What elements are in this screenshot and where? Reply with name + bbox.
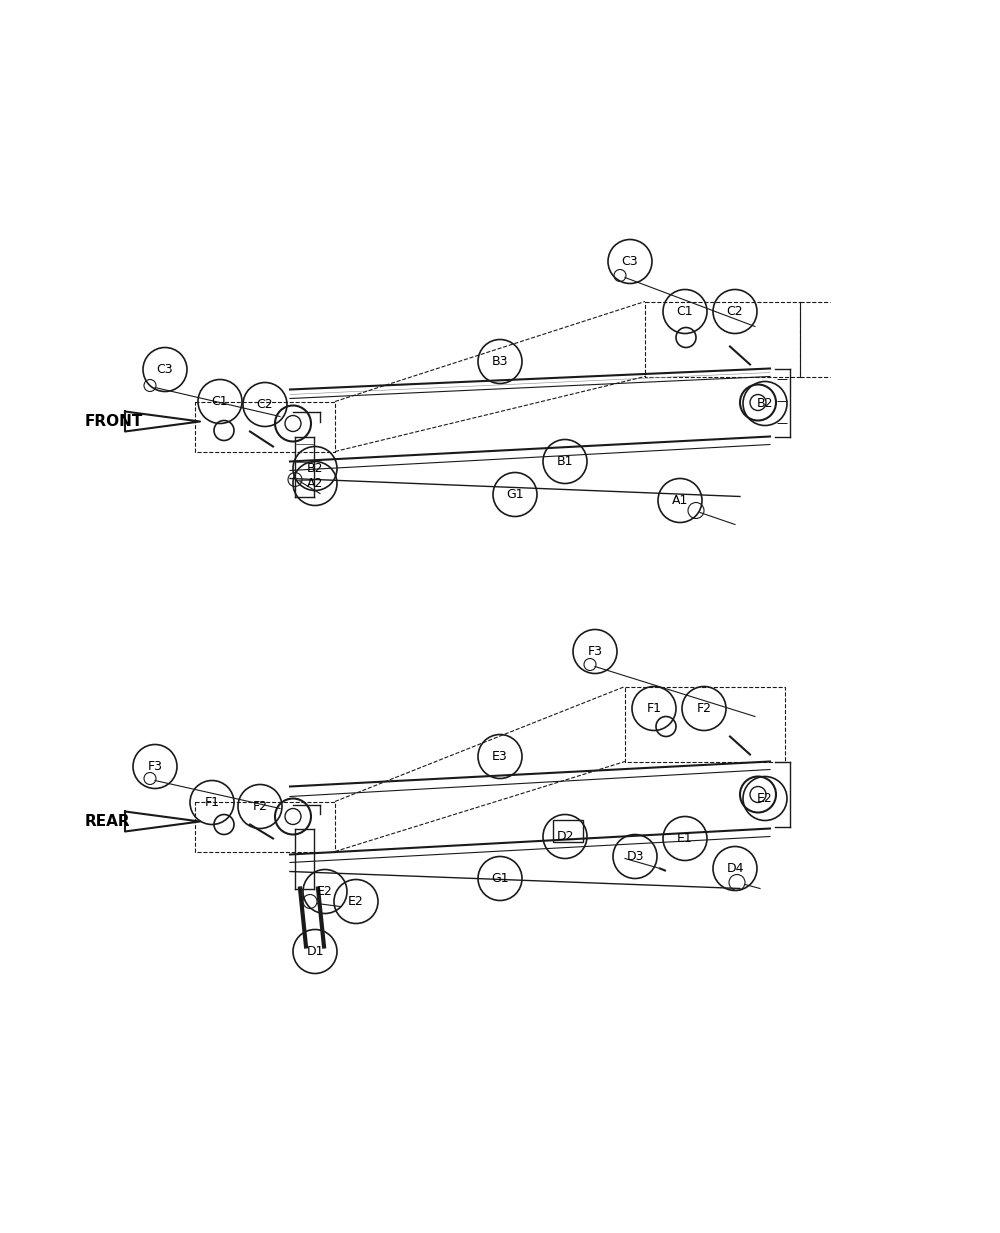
Text: G1: G1 bbox=[491, 872, 509, 885]
Text: F3: F3 bbox=[588, 645, 602, 658]
Text: A2: A2 bbox=[307, 477, 323, 490]
Text: E2: E2 bbox=[757, 792, 773, 805]
Text: B1: B1 bbox=[557, 455, 573, 469]
Text: FRONT: FRONT bbox=[85, 414, 143, 429]
Text: B3: B3 bbox=[492, 355, 508, 367]
Text: F1: F1 bbox=[646, 702, 662, 715]
Text: C1: C1 bbox=[212, 395, 228, 408]
Text: D4: D4 bbox=[726, 862, 744, 875]
Text: B2: B2 bbox=[307, 462, 323, 475]
Text: E2: E2 bbox=[317, 885, 333, 898]
Text: D2: D2 bbox=[556, 830, 574, 843]
Text: C3: C3 bbox=[622, 255, 638, 268]
Text: REAR: REAR bbox=[85, 814, 131, 829]
Text: D1: D1 bbox=[306, 944, 324, 958]
Text: A1: A1 bbox=[672, 494, 688, 507]
Text: F3: F3 bbox=[148, 760, 162, 773]
Text: F2: F2 bbox=[252, 800, 268, 813]
Text: F1: F1 bbox=[205, 797, 220, 809]
Text: D3: D3 bbox=[626, 850, 644, 863]
Text: E2: E2 bbox=[348, 895, 364, 907]
Text: C1: C1 bbox=[677, 305, 693, 318]
Text: E1: E1 bbox=[677, 832, 693, 845]
Text: C3: C3 bbox=[157, 363, 173, 376]
Text: C2: C2 bbox=[727, 305, 743, 318]
Text: E3: E3 bbox=[492, 750, 508, 763]
Text: B2: B2 bbox=[757, 397, 773, 411]
Text: F2: F2 bbox=[696, 702, 712, 715]
Text: G1: G1 bbox=[506, 488, 524, 501]
Text: C2: C2 bbox=[257, 398, 273, 411]
